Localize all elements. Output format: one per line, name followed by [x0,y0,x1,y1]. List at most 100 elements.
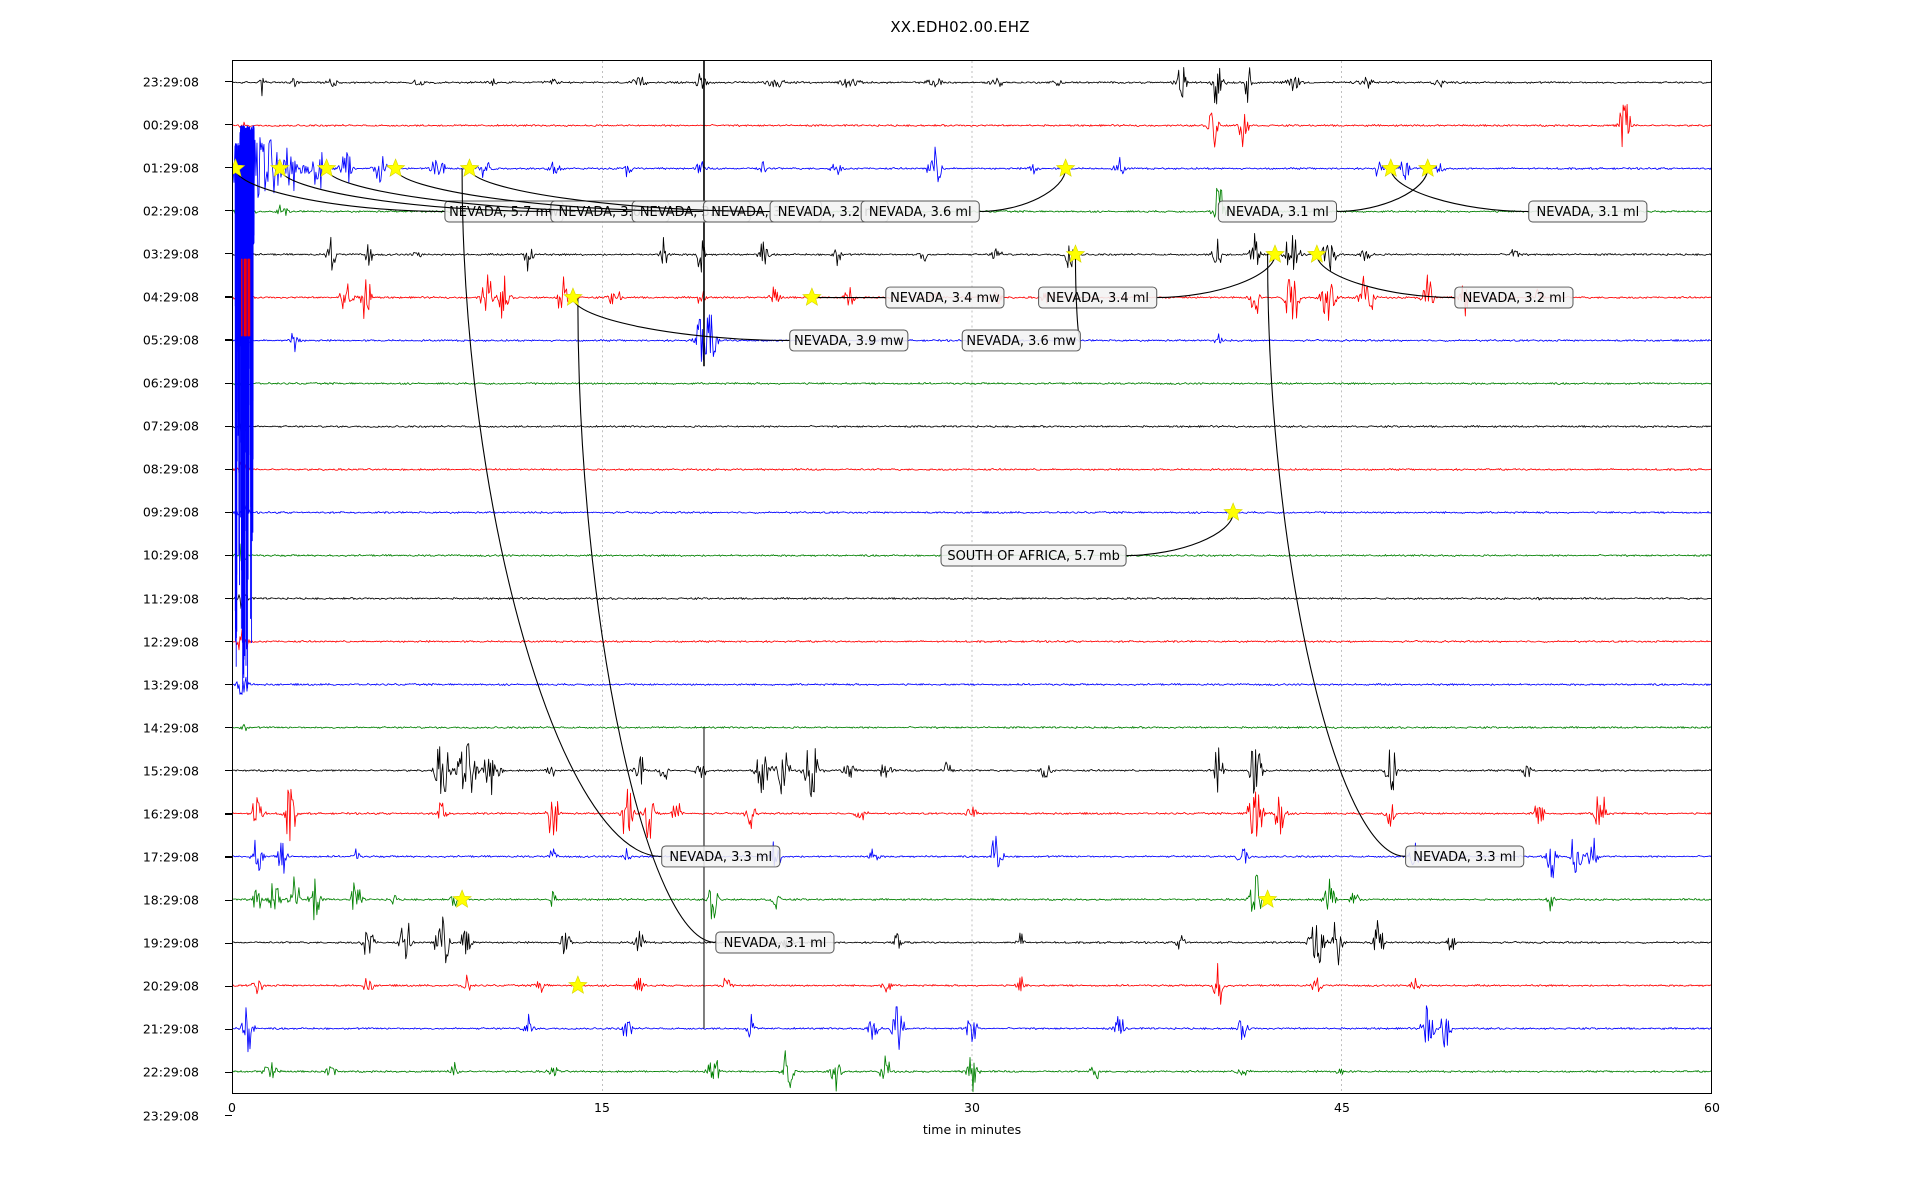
y-tick-label: 23:29:08 [142,1108,199,1124]
y-tick-label: 19:29:08 [142,935,199,951]
annotation-text: NEVADA, 3.1 ml [724,936,827,951]
annotation-box [940,544,1127,567]
trace-line [233,461,1711,480]
event-annotation-label[interactable]: SOUTH OF AFRICA, 5.7 mb [940,544,1127,567]
y-tick-label: 14:29:08 [142,720,199,736]
annotation-leader-line [1316,254,1455,299]
event-star-marker[interactable] [563,287,583,306]
annotation-box [860,200,980,223]
annotation-text: NEVADA, 3.1 ml [1226,205,1329,220]
event-annotation-label[interactable]: NEVADA, 3.9 mw [789,329,909,352]
y-tick-label: 09:29:08 [142,504,199,520]
saturated-event-block [234,125,255,689]
event-annotation-label[interactable]: NEVADA, 3.4 ml [1038,286,1158,309]
trace-line [233,962,1711,1005]
y-tick-label: 11:29:08 [142,591,199,607]
event-star-marker[interactable] [1307,244,1327,263]
event-annotation-label[interactable]: NEVADA, 3.3 ml [1405,845,1525,868]
event-star-marker[interactable] [452,889,472,908]
y-tick-mark [225,253,232,255]
x-tick-label: 45 [1334,1100,1350,1115]
y-tick-label: 18:29:08 [142,892,199,908]
annotation-leader-line [1336,168,1429,213]
y-tick-label: 02:29:08 [142,203,199,219]
y-tick-mark [225,1071,232,1074]
event-star-marker[interactable] [1055,158,1076,177]
event-annotation-label[interactable]: NEVADA, 3.2 ml [769,200,889,223]
event-star-marker[interactable] [459,158,480,177]
event-annotation-label[interactable]: NEVADA, 3.6 mw [961,329,1081,352]
event-star-marker[interactable] [385,158,406,177]
event-star-marker[interactable] [802,287,822,306]
event-star-marker[interactable] [1265,244,1285,263]
annotation-text: NEVADA, 3.3 ml [1413,850,1516,865]
annotation-box [1405,845,1525,868]
x-tick-label: 30 [964,1100,980,1115]
trace-line [233,916,1711,966]
trace-line [233,723,1711,732]
annotation-box [1217,200,1338,223]
annotation-leader-line [326,168,633,213]
y-tick-mark [225,80,232,83]
event-star-marker[interactable] [316,158,337,177]
annotation-box [961,329,1081,352]
event-annotation-label[interactable]: NEVADA, 3.2 ml [1454,286,1574,309]
trace-line [233,232,1711,276]
y-tick-mark [225,727,232,729]
y-tick-label: 16:29:08 [142,806,199,822]
annotation-leader-line [1267,254,1406,858]
event-star-marker[interactable] [1257,889,1278,908]
annotation-text: NEVADA, 3.9 mw [794,334,904,349]
annotation-box [1038,286,1158,309]
annotation-text: SOUTH OF AFRICA, 5.7 mb [947,549,1120,564]
event-star-marker[interactable] [1380,158,1401,177]
y-tick-label: 01:29:08 [142,160,199,176]
y-tick-mark [225,1028,232,1030]
event-annotation-label[interactable]: NEVADA, 3.1 ml [1217,200,1338,223]
event-annotation-label[interactable]: NEVADA, 3.1 ml [715,931,835,954]
trace-line [233,104,1711,148]
y-tick-mark [225,382,232,384]
annotation-text: NEVADA, 3.4 ml [1046,291,1149,306]
annotation-leader-line [1126,512,1234,557]
y-tick-label: 15:29:08 [142,763,199,779]
event-star-marker[interactable] [1417,158,1438,177]
event-star-marker[interactable] [1065,244,1086,263]
event-star-marker[interactable] [1223,502,1243,521]
y-tick-mark [225,899,232,901]
y-tick-mark [225,684,232,686]
trace-line [233,66,1711,105]
annotation-leader-line [279,168,551,213]
event-annotation-label[interactable]: NEVADA, 3.6 ml [860,200,980,223]
trace-line [233,594,1711,609]
y-tick-label: 20:29:08 [142,978,199,994]
trace-line [233,788,1711,842]
y-tick-label: 05:29:08 [142,332,199,348]
event-annotation-label[interactable]: NEVADA, 3.4 mw [885,286,1005,309]
y-tick-mark [225,856,232,858]
y-tick-label: 08:29:08 [142,461,199,477]
event-star-marker[interactable] [233,158,246,177]
event-star-marker[interactable] [270,158,290,177]
x-axis-label: time in minutes [922,1122,1022,1137]
y-tick-mark [225,296,232,298]
annotation-leader-line [1156,254,1276,299]
y-tick-mark [225,124,232,126]
y-tick-mark [225,641,232,643]
annotation-leader-line [577,297,716,944]
y-tick-label: 22:29:08 [142,1064,199,1080]
annotation-text: NEVADA, 3.2 ml [1463,291,1566,306]
annotation-box [661,845,781,868]
event-annotation-label[interactable]: NEVADA, 3.1 ml [1528,200,1648,223]
y-tick-label: 00:29:08 [142,117,199,133]
annotation-box [885,286,1005,309]
y-tick-mark [225,554,232,557]
y-tick-mark [225,511,232,513]
y-tick-mark [225,770,232,772]
trace-line [233,422,1711,436]
event-annotation-label[interactable]: NEVADA, 3.3 ml [661,845,781,868]
y-tick-mark [225,425,232,427]
event-star-marker[interactable] [568,975,588,994]
y-tick-label: 10:29:08 [142,547,199,563]
annotation-text: NEVADA, 3.6 mw [966,334,1076,349]
